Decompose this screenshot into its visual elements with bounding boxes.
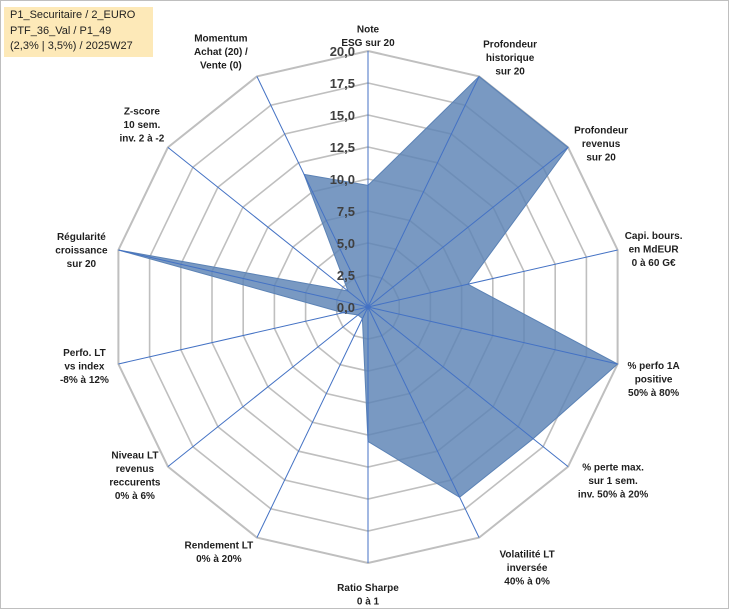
axis-spoke: [118, 249, 369, 308]
axis-label: % perte max. sur 1 sem. inv. 50% à 20%: [578, 463, 649, 501]
axis-label: Volatilité LT inversée 40% à 0%: [500, 550, 555, 588]
info-line-1: P1_Securitaire / 2_EURO: [10, 9, 136, 21]
info-line-3: (2,3% | 3,5%) / 2025W27: [10, 40, 133, 52]
axis-spoke: [367, 306, 569, 467]
axis-label: Perfo. LT vs index -8% à 12%: [60, 348, 109, 386]
axis-label: % perfo 1A positive 50% à 80%: [627, 361, 679, 399]
tick-label: 12,5: [330, 140, 355, 155]
tick-label: 20,0: [330, 44, 355, 59]
tick-label: 17,5: [330, 76, 355, 91]
axis-label: Z-score 10 sem. inv. 2 à -2: [119, 106, 164, 144]
axis-label: Niveau LT revenus reccurents 0% à 6%: [109, 451, 161, 503]
radar-axis-labels: Note ESG sur 20 Profondeur historique sur 20…: [55, 25, 682, 608]
axis-label: Rendement LT 0% à 20%: [185, 541, 254, 566]
tick-label: 0,0: [337, 300, 355, 315]
tick-label: 5,0: [337, 236, 355, 251]
axis-label: Capi. bours. en MdEUR 0 à 60 G€: [625, 231, 683, 269]
axis-spoke: [367, 249, 618, 308]
axis-spoke: [167, 306, 369, 467]
radar-spokes: [118, 51, 618, 563]
axis-label: Ratio Sharpe 0 à 1: [337, 583, 399, 608]
axis-spoke: [167, 147, 369, 308]
portfolio-info-box: P1_Securitaire / 2_EURO PTF_36_Val / P1_…: [4, 7, 153, 57]
tick-label: 2,5: [337, 268, 355, 283]
axis-label: Profondeur revenus sur 20: [574, 125, 628, 163]
info-line-2: PTF_36_Val / P1_49: [10, 24, 112, 37]
radar-tick-labels: 0,0 2,5 5,0 7,5 10,0 12,5 15,0 17,5 20,0: [330, 44, 355, 315]
axis-spoke: [367, 147, 569, 308]
tick-label: 7,5: [337, 204, 355, 219]
axis-spoke: [256, 76, 369, 308]
axis-spoke: [367, 306, 618, 365]
tick-label: 15,0: [330, 108, 355, 123]
axis-label: Note ESG sur 20: [341, 25, 395, 50]
axis-label: Régularité croissance sur 20: [55, 232, 108, 270]
axis-spoke: [367, 306, 480, 538]
axis-spoke: [367, 76, 480, 308]
axis-spoke: [118, 306, 369, 365]
tick-label: 10,0: [330, 172, 355, 187]
axis-label: Profondeur historique sur 20: [483, 39, 537, 77]
axis-label: Momentum Achat (20) / Vente (0): [194, 33, 248, 71]
axis-spoke: [256, 306, 369, 538]
